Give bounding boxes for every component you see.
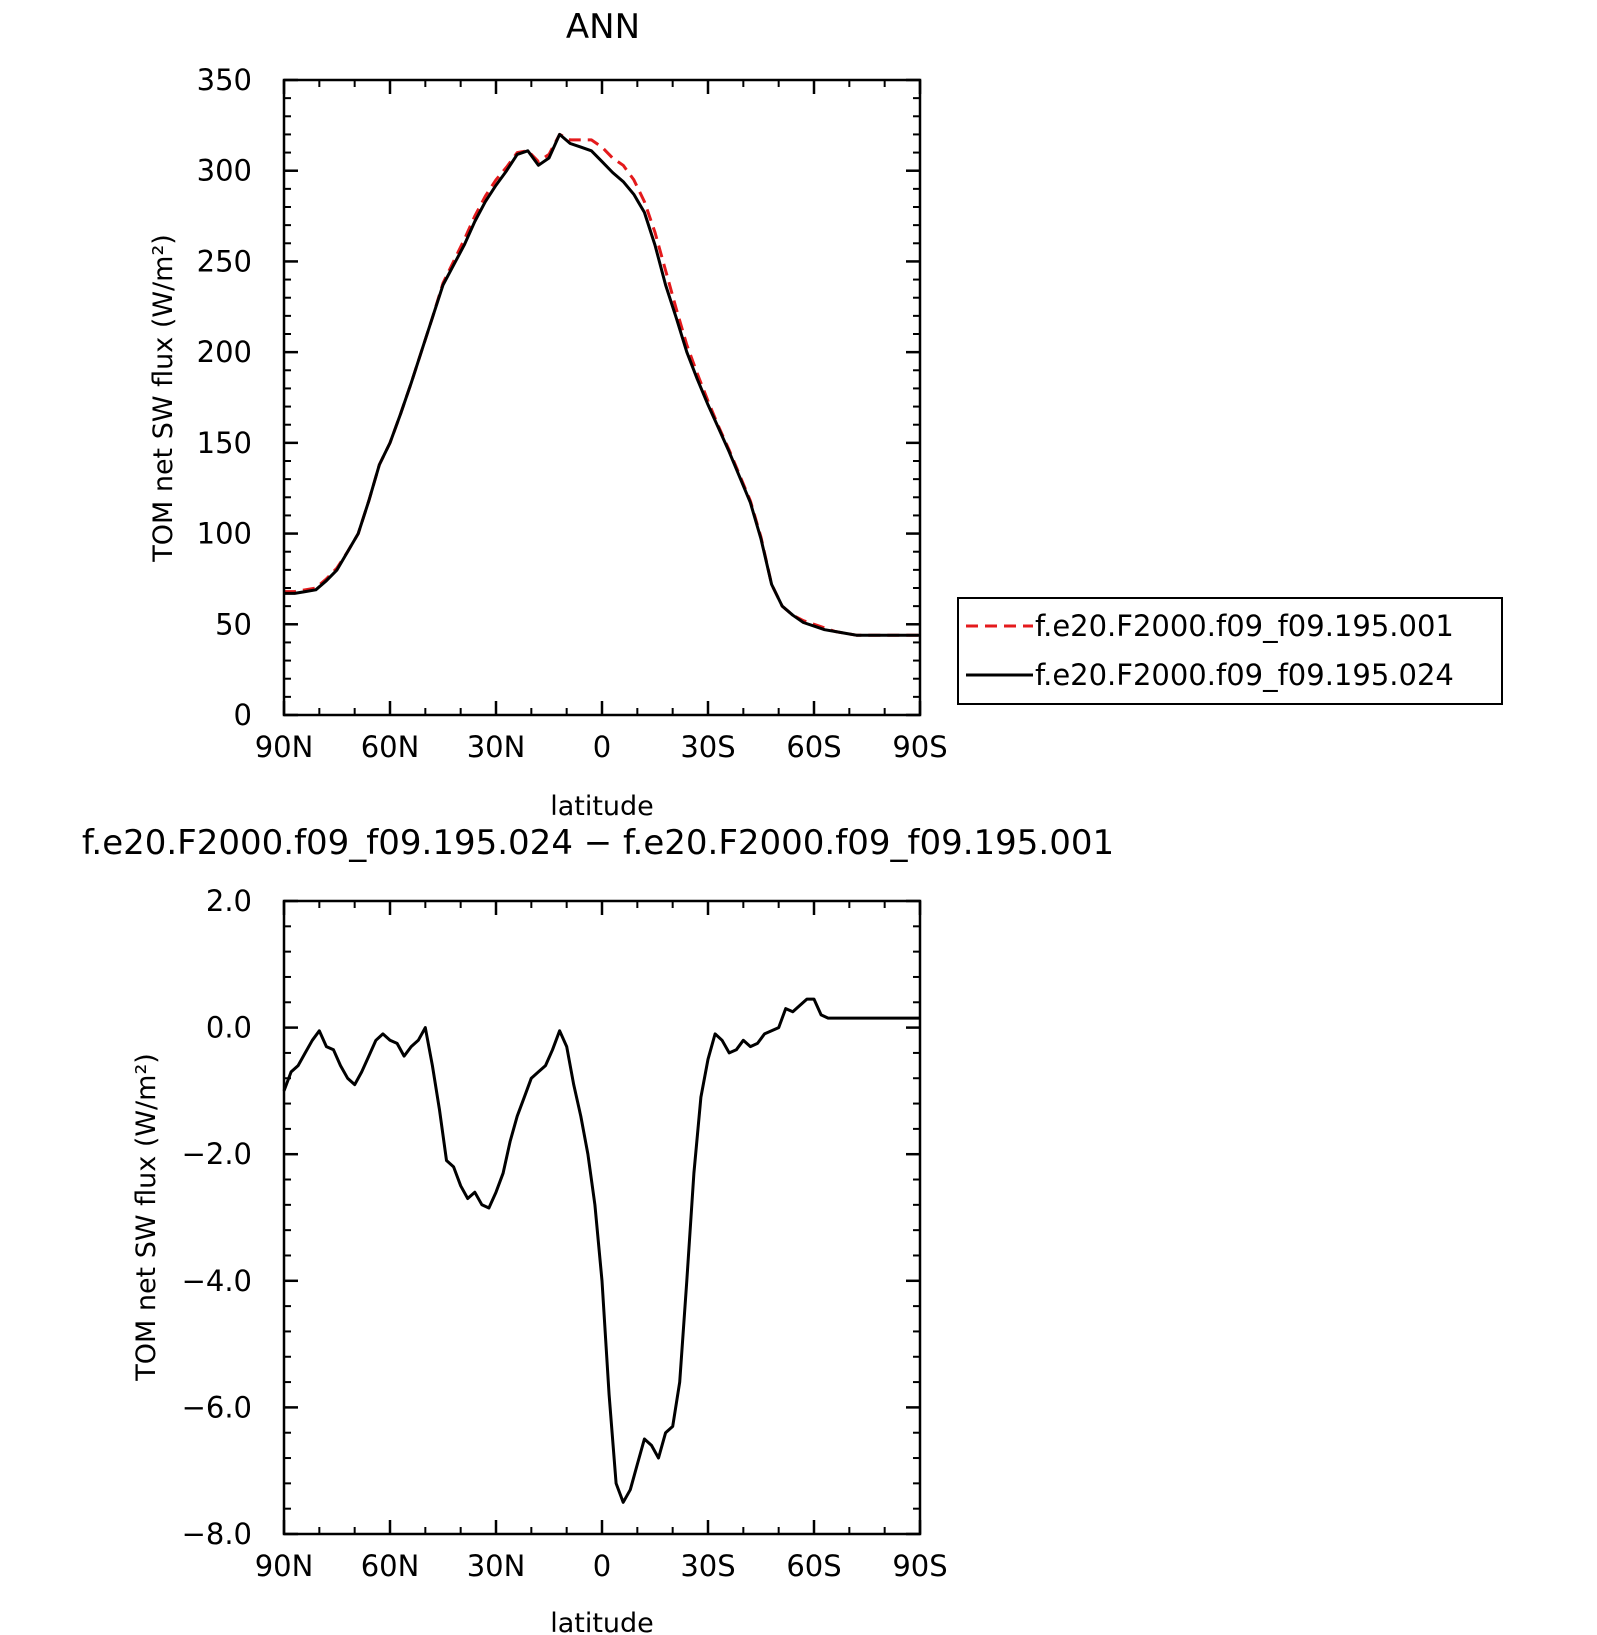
top-chart-legend: f.e20.F2000.f09_f09.195.001 f.e20.F2000.… [957,597,1503,705]
bottom-chart-y-tick-label: 2.0 [206,884,252,918]
top-chart-x-tick-label: 30N [467,730,526,764]
top-chart-tick-labels-group: 90N 60N 30N 0 30S 60S 90S 0 50 100 150 200 250 300 350 [197,63,948,764]
bottom-chart-series-line-1 [282,997,920,1504]
top-chart-x-tick-label: 60S [786,730,841,764]
bottom-chart-x-tick-label: 30N [467,1549,526,1583]
top-chart-series-line-2 [284,132,920,637]
top-chart-ticks-group [282,78,922,717]
legend-frame [957,597,1503,705]
bottom-chart-x-tick-label: 90S [892,1549,947,1583]
bottom-chart-x-tick-label: 60S [786,1549,841,1583]
legend-label-series-1: f.e20.F2000.f09_f09.195.001 [1035,609,1454,643]
bottom-chart-x-tick-label: 60N [361,1549,420,1583]
top-chart-y-tick-label: 300 [197,154,252,188]
top-chart-plot-frame [282,78,922,717]
bottom-chart-tick-labels-group: 90N 60N 30N 0 30S 60S 90S 2.0 0.0 −2.0 −4.0 −6.0 −8.… [182,884,948,1583]
top-chart-x-tick-label: 90N [255,730,314,764]
bottom-chart-ticks-group [282,899,922,1536]
bottom-chart-plot-frame [282,899,922,1536]
top-chart-y-tick-label: 150 [197,426,252,460]
top-chart-x-tick-label: 30S [680,730,735,764]
top-chart-x-axis-label: latitude [550,791,654,822]
top-chart-y-tick-label: 0 [234,698,252,732]
bottom-chart-y-tick-label: 0.0 [206,1011,252,1045]
top-chart-y-tick-label: 100 [197,517,252,551]
top-chart-y-tick-label: 250 [197,244,252,278]
bottom-chart-series-group [282,997,920,1504]
top-chart-panel: ANN 90N 60N 30N 0 30S 60S 90S 0 50 100 150 200 250 30… [148,7,1503,822]
top-chart-x-tick-label: 60N [361,730,420,764]
top-chart-series-group [284,132,920,637]
top-chart-y-axis-label: TOM net SW flux (W/m²) [148,234,179,563]
top-chart-series-line-1 [284,132,920,637]
top-chart-y-tick-label: 200 [197,335,252,369]
bottom-chart-x-axis-label: latitude [550,1608,654,1635]
top-chart-y-tick-label: 350 [197,63,252,97]
bottom-chart-title: f.e20.F2000.f09_f09.195.024 − f.e20.F200… [82,823,1114,863]
bottom-chart-y-tick-label: −6.0 [182,1390,252,1424]
bottom-chart-y-axis-label: TOM net SW flux (W/m²) [131,1053,162,1382]
top-chart-y-tick-label: 50 [215,607,252,641]
bottom-chart-x-tick-label: 90N [255,1549,314,1583]
bottom-chart-y-tick-label: −8.0 [182,1517,252,1551]
bottom-chart-x-tick-label: 0 [593,1549,611,1583]
top-chart-x-tick-label: 0 [593,730,611,764]
top-chart-title: ANN [566,7,640,47]
legend-label-series-2: f.e20.F2000.f09_f09.195.024 [1035,658,1454,692]
bottom-chart-y-tick-label: −4.0 [182,1264,252,1298]
bottom-chart-panel: f.e20.F2000.f09_f09.195.024 − f.e20.F200… [82,823,1114,1635]
bottom-chart-y-tick-label: −2.0 [182,1137,252,1171]
bottom-chart-x-tick-label: 30S [680,1549,735,1583]
top-chart-x-tick-label: 90S [892,730,947,764]
